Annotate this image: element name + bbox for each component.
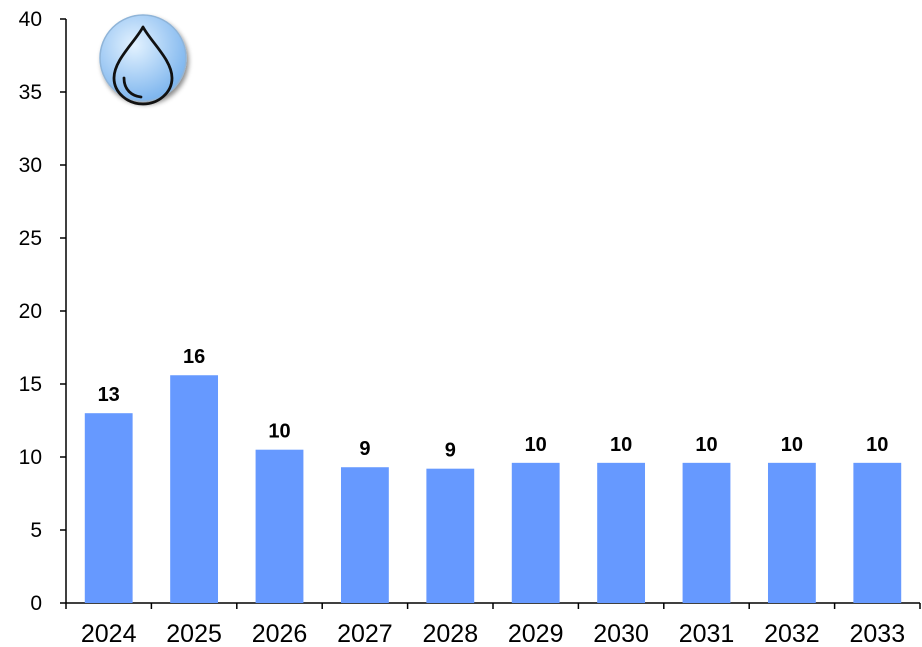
x-tick-label-2033: 2033 xyxy=(849,620,905,647)
y-tick-label: 0 xyxy=(30,592,42,615)
x-tick-label-2025: 2025 xyxy=(166,620,222,647)
data-label-2024: 13 xyxy=(98,384,120,406)
data-label-2028: 9 xyxy=(445,440,456,462)
x-axis: 2024 2025 2026 2027 2028 2029 2030 2031 2032 2033 xyxy=(65,602,921,647)
data-label-2032: 10 xyxy=(781,434,803,456)
y-tick-label: 35 xyxy=(19,81,42,104)
bar-2030 xyxy=(597,462,646,603)
data-label-2033: 10 xyxy=(866,434,888,456)
bar-2033 xyxy=(853,462,902,603)
x-tick-label-2027: 2027 xyxy=(337,620,393,647)
bar-2027 xyxy=(340,467,389,603)
x-tick-label-2028: 2028 xyxy=(422,620,478,647)
data-label-2030: 10 xyxy=(610,434,632,456)
bars xyxy=(84,375,902,603)
bar-2032 xyxy=(767,462,816,603)
bar-2029 xyxy=(511,462,560,603)
data-label-2029: 10 xyxy=(525,434,547,456)
data-labels: 13 16 10 9 9 10 10 10 10 10 xyxy=(98,346,889,461)
bar-2024 xyxy=(84,413,133,603)
y-tick-label: 5 xyxy=(30,519,42,542)
y-tick-label: 20 xyxy=(19,300,42,323)
x-tick-label-2029: 2029 xyxy=(508,620,564,647)
bar-2028 xyxy=(426,468,475,603)
bar-2031 xyxy=(682,462,731,603)
x-tick-label-2031: 2031 xyxy=(679,620,735,647)
x-tick-label-2026: 2026 xyxy=(252,620,308,647)
data-label-2026: 10 xyxy=(268,421,290,443)
y-tick-label: 40 xyxy=(19,8,42,31)
x-tick-label-2030: 2030 xyxy=(593,620,649,647)
bar-2026 xyxy=(255,449,304,603)
bar-2025 xyxy=(170,375,219,603)
data-label-2027: 9 xyxy=(359,438,370,460)
y-tick-label: 10 xyxy=(19,446,42,469)
y-axis: 0 5 10 15 20 25 30 35 40 xyxy=(19,8,67,615)
y-tick-label: 30 xyxy=(19,154,42,177)
water-drop-icon xyxy=(99,14,187,106)
y-tick-label: 25 xyxy=(19,227,42,250)
x-tick-label-2024: 2024 xyxy=(81,620,137,647)
data-label-2031: 10 xyxy=(695,434,717,456)
x-tick-label-2032: 2032 xyxy=(764,620,820,647)
y-tick-label: 15 xyxy=(19,373,42,396)
data-label-2025: 16 xyxy=(183,346,205,368)
